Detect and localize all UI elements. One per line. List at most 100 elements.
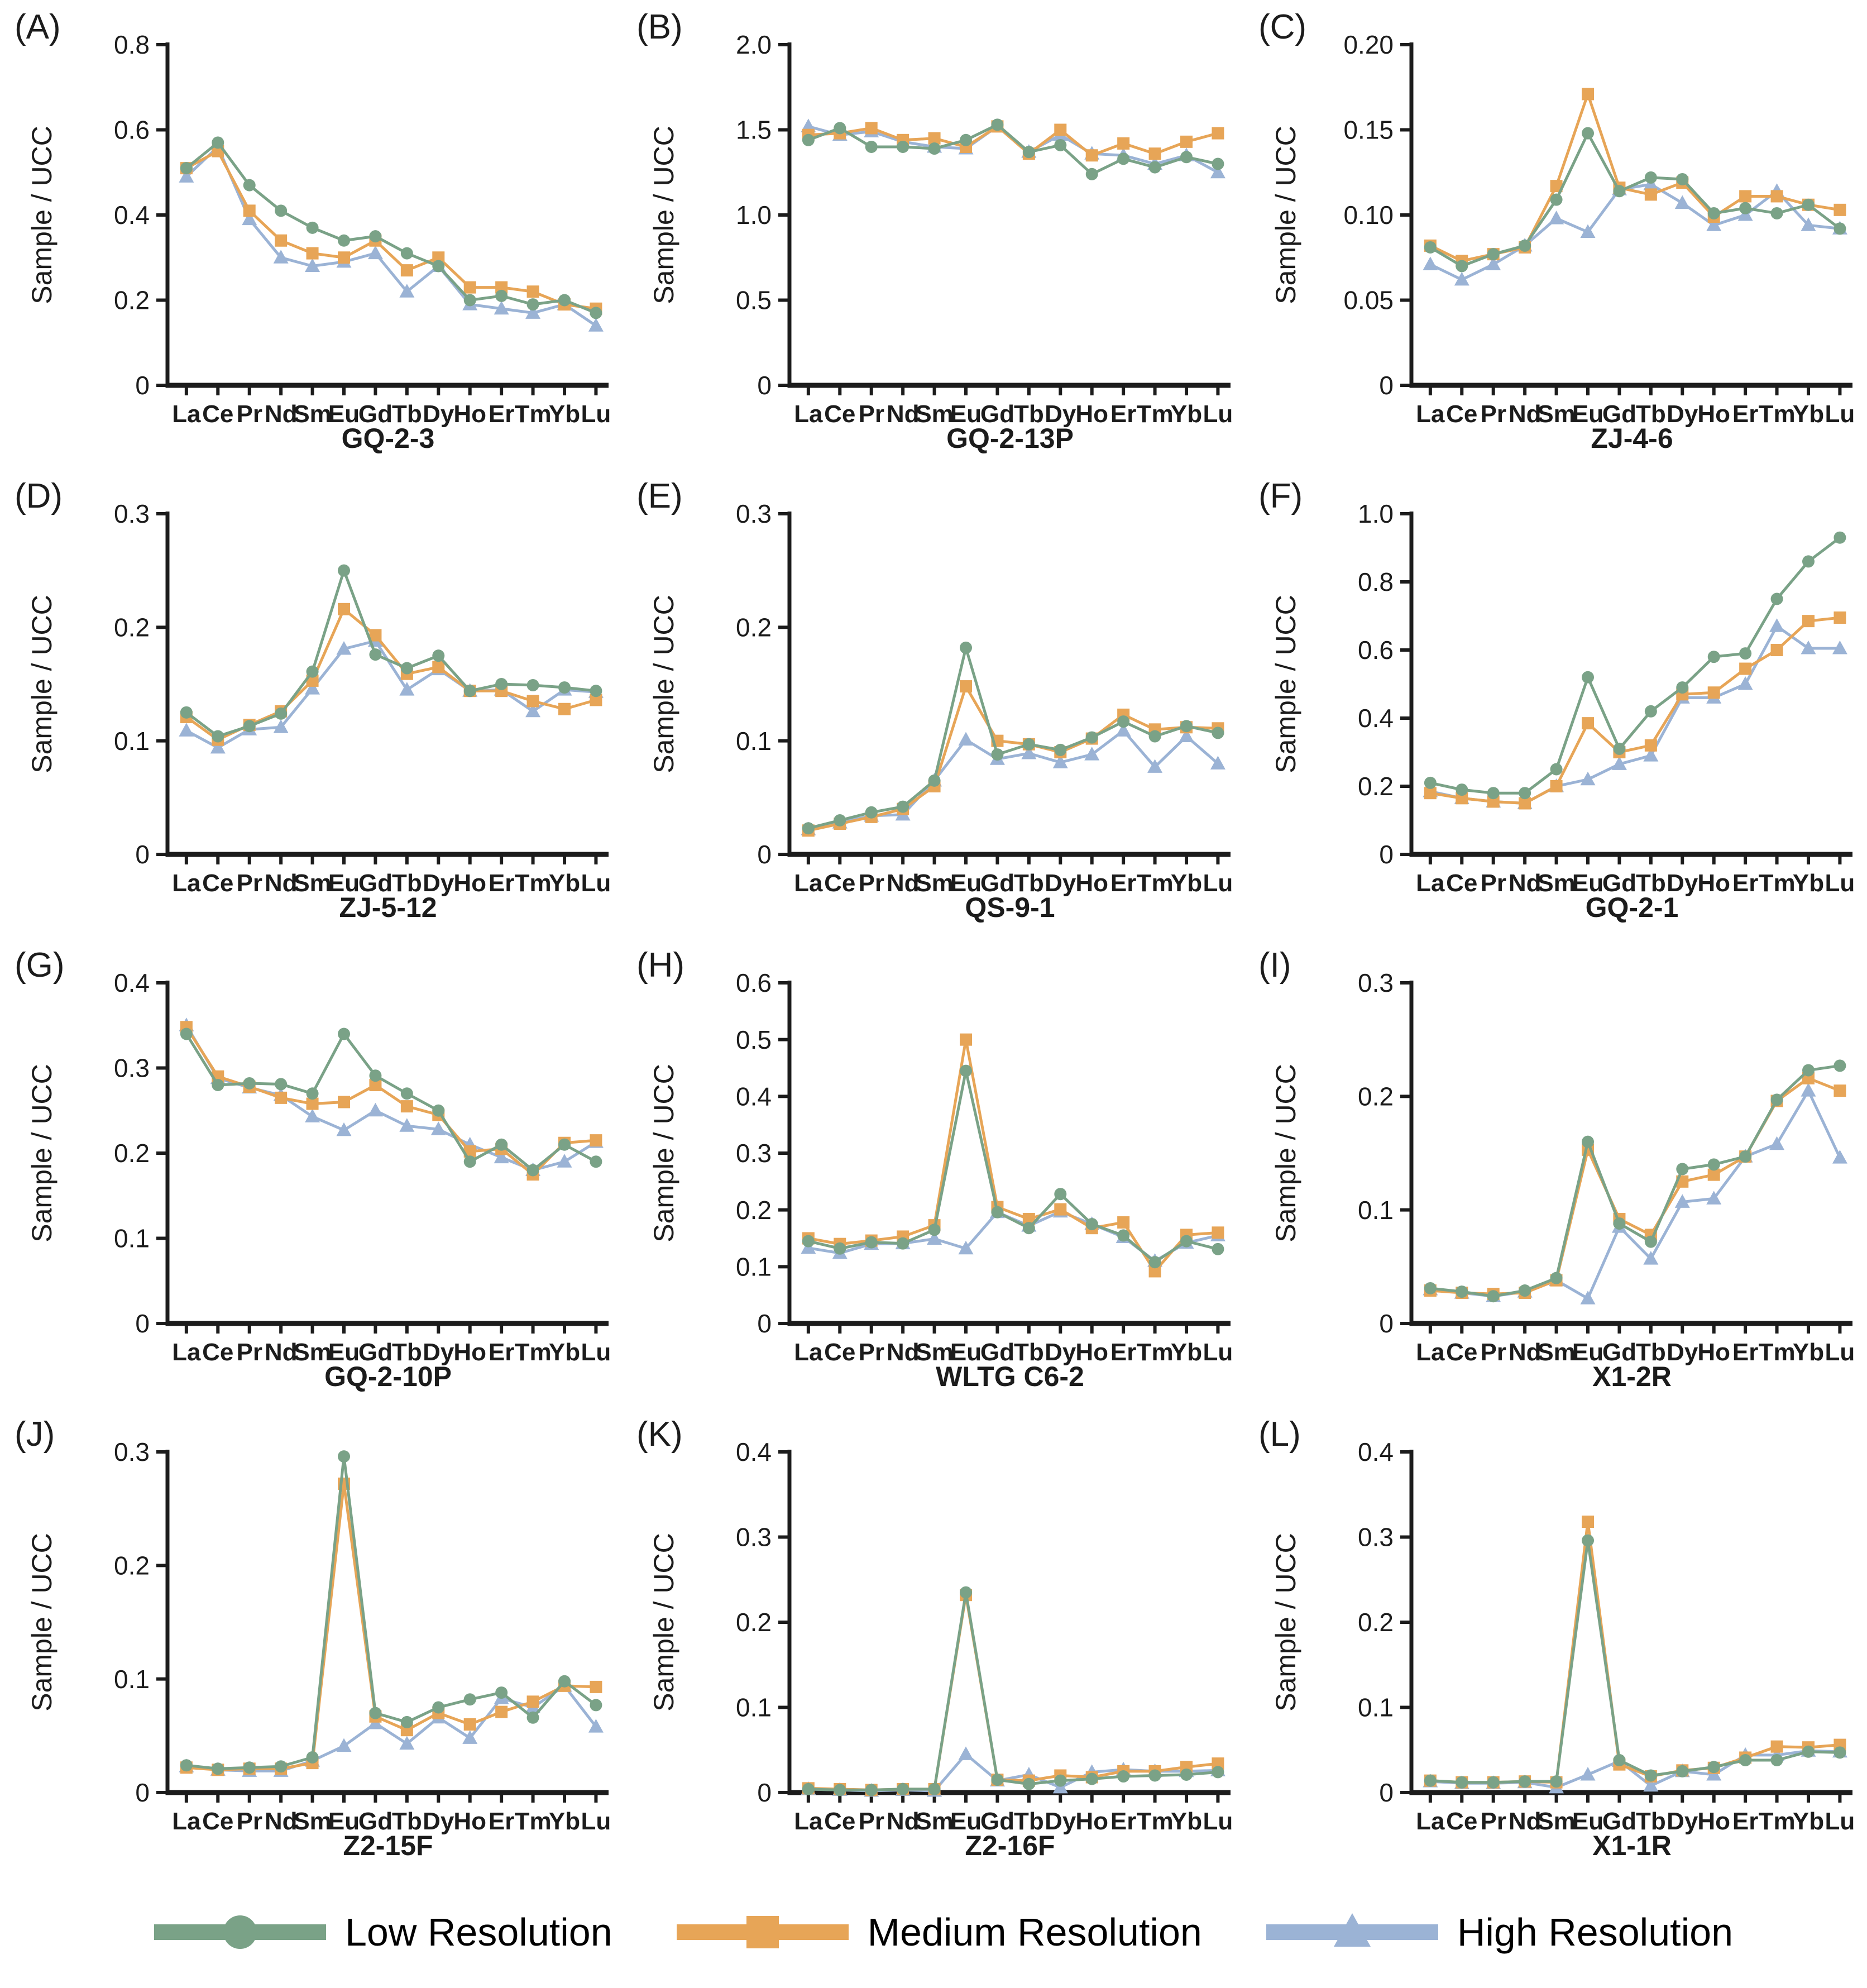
svg-text:Nd: Nd [1509,1339,1542,1366]
svg-text:Dy: Dy [423,400,454,428]
svg-text:Yb: Yb [549,400,580,428]
svg-text:Pr: Pr [236,1339,262,1366]
svg-text:Yb: Yb [549,1808,580,1835]
panel-g: (G) Sample / UCC 0 0.1 0.2 0.3 0.4 La Ce Pr Nd Sm E… [0,938,622,1407]
svg-text:0.4: 0.4 [736,1082,772,1111]
svg-text:Pr: Pr [858,1339,884,1366]
panel-label: (J) [15,1415,55,1454]
sample-title: X1-1R [1592,1830,1672,1861]
panel-h: (H) Sample / UCC 0 0.1 0.2 0.3 0.4 0.5 0.6 La Ce P… [622,938,1244,1407]
svg-text:0.2: 0.2 [1358,772,1394,801]
panel-label: (G) [15,946,65,985]
svg-text:Er: Er [1110,400,1136,428]
charts-grid: (A) Sample / UCC 0 0.2 0.4 0.6 0.8 La Ce Pr Nd Sm E… [0,8,1866,1876]
svg-text:Tm: Tm [515,869,552,897]
svg-text:0.2: 0.2 [114,1139,150,1168]
panel-k: (K) Sample / UCC 0 0.1 0.2 0.3 0.4 La Ce Pr Nd Sm E… [622,1407,1244,1876]
svg-text:0.6: 0.6 [1358,635,1394,665]
svg-text:0.1: 0.1 [114,727,150,756]
legend-label: Medium Resolution [867,1910,1202,1954]
svg-text:1.0: 1.0 [736,200,772,230]
panel-j: (J) Sample / UCC 0 0.1 0.2 0.3 La Ce Pr Nd Sm Eu Gd… [0,1407,622,1876]
svg-text:Gd: Gd [1602,869,1636,897]
svg-text:Er: Er [489,1339,514,1366]
svg-text:Yb: Yb [1171,1339,1202,1366]
svg-text:Sample / UCC: Sample / UCC [648,1533,679,1712]
svg-text:0.15: 0.15 [1343,116,1394,145]
svg-text:Dy: Dy [423,1339,454,1366]
panel-d: (D) Sample / UCC 0 0.1 0.2 0.3 La Ce Pr Nd Sm Eu Gd… [0,469,622,938]
svg-text:0.2: 0.2 [736,613,772,642]
svg-text:0.2: 0.2 [1358,1082,1394,1111]
svg-text:La: La [172,1339,201,1366]
svg-text:Gd: Gd [980,1339,1014,1366]
svg-text:Gd: Gd [1602,400,1636,428]
svg-text:Sample / UCC: Sample / UCC [648,126,679,304]
chart-wltg-c6-2: Sample / UCC 0 0.1 0.2 0.3 0.4 0.5 0.6 La Ce Pr NdS… [648,968,1233,1366]
panel-label: (K) [636,1415,683,1454]
panel-i: (I) Sample / UCC 0 0.1 0.2 0.3 La Ce Pr Nd Sm Eu Gd… [1244,938,1866,1407]
svg-text:Er: Er [1732,869,1758,897]
panel-label: (B) [636,8,683,46]
svg-text:Dy: Dy [423,1808,454,1835]
svg-text:0.5: 0.5 [736,1025,772,1054]
svg-text:Nd: Nd [1509,1808,1542,1835]
svg-text:Eu: Eu [328,1808,360,1835]
svg-text:Tb: Tb [1014,1339,1044,1366]
svg-text:Ce: Ce [1446,869,1477,897]
svg-text:0.05: 0.05 [1343,286,1394,315]
svg-text:0: 0 [1379,840,1394,869]
svg-text:0.3: 0.3 [736,1139,772,1168]
svg-text:Sample / UCC: Sample / UCC [26,595,58,773]
sample-title: ZJ-5-12 [339,892,437,923]
svg-text:La: La [794,869,823,897]
svg-text:Ho: Ho [453,1339,486,1366]
svg-text:Pr: Pr [858,869,884,897]
svg-text:Lu: Lu [1203,400,1233,428]
svg-text:Dy: Dy [1667,1339,1698,1366]
svg-text:Eu: Eu [328,869,360,897]
svg-text:Sm: Sm [915,869,953,897]
svg-text:Gd: Gd [358,869,392,897]
svg-text:Sm: Sm [915,400,953,428]
svg-text:Tm: Tm [1759,869,1796,897]
svg-text:Tm: Tm [1759,400,1796,428]
svg-text:Nd: Nd [265,1339,298,1366]
svg-text:Er: Er [1110,869,1136,897]
svg-text:Lu: Lu [1203,1339,1233,1366]
sample-title: X1-2R [1592,1361,1672,1392]
svg-text:Eu: Eu [1572,400,1603,428]
svg-text:Tb: Tb [1014,400,1044,428]
svg-text:Tb: Tb [1014,869,1044,897]
svg-text:Gd: Gd [358,1339,392,1366]
svg-text:Lu: Lu [1825,400,1855,428]
svg-text:0.1: 0.1 [114,1665,150,1694]
svg-text:Sm: Sm [915,1808,953,1835]
svg-text:Tm: Tm [1137,869,1174,897]
svg-text:0.2: 0.2 [736,1608,772,1637]
svg-text:Gd: Gd [358,400,392,428]
svg-text:0.1: 0.1 [736,727,772,756]
svg-text:Yb: Yb [1171,400,1202,428]
svg-text:Eu: Eu [1572,869,1603,897]
sample-title: GQ-2-1 [1585,892,1679,923]
sample-title: GQ-2-10P [324,1361,452,1392]
svg-text:Ho: Ho [1697,400,1730,428]
svg-text:Tm: Tm [1137,400,1174,428]
svg-text:Tm: Tm [515,400,552,428]
svg-text:Nd: Nd [887,869,920,897]
sample-title: ZJ-4-6 [1591,423,1673,454]
svg-text:0.6: 0.6 [114,116,150,145]
svg-text:Lu: Lu [581,400,611,428]
svg-text:Er: Er [1732,1808,1758,1835]
panel-label: (D) [15,477,63,515]
svg-text:1.0: 1.0 [1358,499,1394,528]
svg-text:Yb: Yb [1793,1808,1824,1835]
panel-label: (I) [1258,946,1291,985]
svg-text:0.5: 0.5 [736,286,772,315]
svg-text:Ho: Ho [1075,1808,1108,1835]
sample-title: Z2-15F [343,1830,433,1861]
